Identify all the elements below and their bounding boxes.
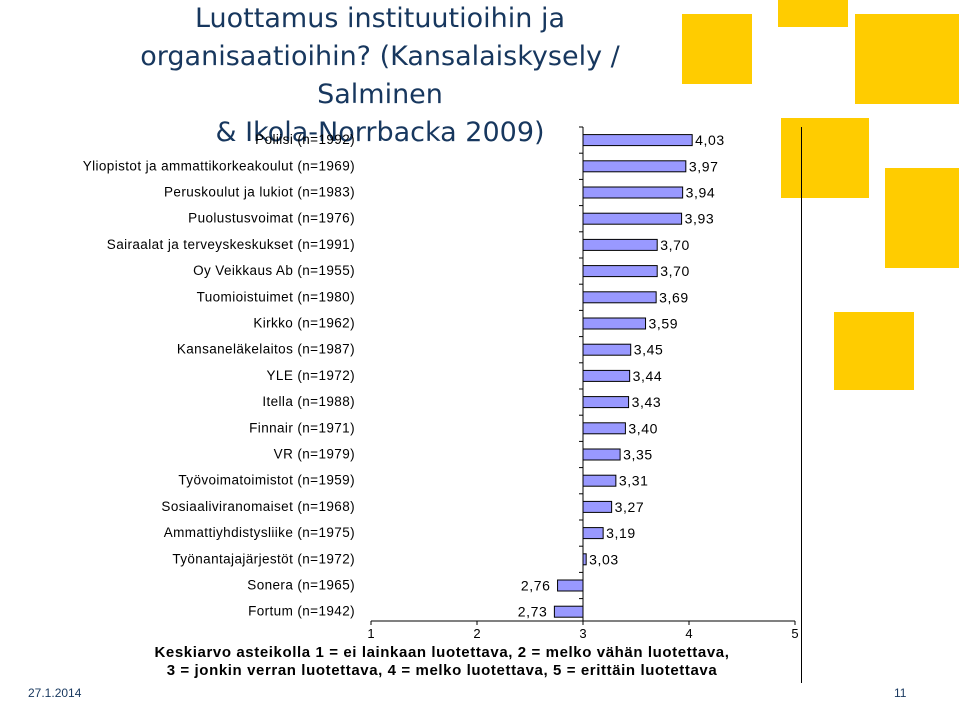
page-number: 11 — [894, 686, 907, 700]
category-label: VR (n=1979) — [274, 447, 355, 462]
bar — [582, 369, 631, 382]
value-label: 3,97 — [689, 158, 719, 174]
category-label: Työnantajajärjestöt (n=1972) — [172, 551, 355, 566]
bar — [582, 500, 613, 513]
bar — [582, 422, 626, 435]
bar — [582, 134, 693, 147]
scale-note-line-2: 3 = jonkin verran luotettava, 4 = melko … — [166, 662, 718, 679]
footer-date: 27.1.2014 — [28, 686, 82, 700]
yellow-square-decoration-6 — [834, 312, 914, 390]
value-label: 2,73 — [518, 604, 548, 620]
bar — [553, 605, 584, 618]
bar — [582, 291, 657, 304]
value-label: 2,76 — [521, 578, 551, 594]
yellow-square-decoration-1 — [682, 14, 752, 84]
yellow-square-decoration-5 — [885, 168, 959, 268]
x-tick-label: 1 — [367, 626, 374, 641]
value-label: 3,27 — [615, 499, 645, 515]
yellow-square-decoration-4 — [781, 118, 869, 198]
value-label: 3,94 — [686, 185, 716, 201]
category-label: Itella (n=1988) — [262, 394, 355, 409]
value-label: 3,03 — [589, 551, 619, 567]
bar — [582, 186, 684, 199]
chart-frame — [0, 127, 802, 683]
bar — [582, 553, 587, 566]
bar — [582, 474, 617, 487]
bar — [582, 448, 621, 461]
scale-note: Keskiarvo asteikolla 1 = ei lainkaan luo… — [84, 644, 800, 680]
scale-note-line-1: Keskiarvo asteikolla 1 = ei lainkaan luo… — [154, 644, 730, 661]
x-tick-label: 3 — [579, 626, 586, 641]
category-label: Kirkko (n=1962) — [253, 316, 355, 331]
category-label: Oy Veikkaus Ab (n=1955) — [193, 263, 355, 278]
value-label: 3,70 — [660, 263, 690, 279]
value-label: 3,45 — [634, 342, 664, 358]
bar — [582, 343, 632, 356]
category-label: Fortum (n=1942) — [248, 604, 355, 619]
title-line-3: & Ikola-Norrbacka 2009) — [215, 117, 545, 148]
category-label: Kansaneläkelaitos (n=1987) — [177, 342, 355, 357]
category-label: Sonera (n=1965) — [247, 578, 355, 593]
value-label: 3,44 — [633, 368, 663, 384]
bar — [582, 317, 647, 330]
category-label: Sairaalat ja terveyskeskukset (n=1991) — [107, 237, 355, 252]
title-line-2: organisaatioihin? (Kansalaiskysely / Sal… — [140, 41, 620, 110]
category-label: Ammattiyhdistysliike (n=1975) — [164, 525, 355, 540]
bar — [582, 238, 658, 251]
category-label: Yliopistot ja ammattikorkeakoulut (n=196… — [83, 158, 355, 173]
category-label: Peruskoulut ja lukiot (n=1983) — [164, 185, 355, 200]
category-label: Puolustusvoimat (n=1976) — [188, 211, 355, 226]
value-label: 3,43 — [632, 394, 662, 410]
value-label: 4,03 — [695, 132, 725, 148]
category-label: Finnair (n=1971) — [249, 420, 355, 435]
bar — [582, 212, 683, 225]
value-label: 3,40 — [628, 420, 658, 436]
bar — [557, 579, 584, 592]
value-label: 3,59 — [649, 316, 679, 332]
value-label: 3,69 — [659, 289, 689, 305]
bar — [582, 396, 630, 409]
category-label: Työvoimatoimistot (n=1959) — [178, 473, 355, 488]
x-tick-label: 2 — [473, 626, 480, 641]
value-label: 3,93 — [685, 211, 715, 227]
bar — [582, 527, 604, 540]
yellow-square-decoration-2 — [778, 0, 848, 27]
value-label: 3,35 — [623, 447, 653, 463]
bar — [582, 265, 658, 278]
value-label: 3,70 — [660, 237, 690, 253]
category-label: YLE (n=1972) — [267, 368, 355, 383]
value-label: 3,31 — [619, 473, 649, 489]
x-tick-label: 5 — [791, 626, 798, 641]
x-tick-label: 4 — [685, 626, 692, 641]
category-label: Sosiaaliviranomaiset (n=1968) — [161, 499, 355, 514]
category-label: Poliisi (n=1992) — [255, 132, 355, 147]
bar — [582, 160, 687, 173]
slide-title: Luottamus instituutioihin ja organisaati… — [100, 0, 660, 152]
value-label: 3,19 — [606, 525, 636, 541]
category-label: Tuomioistuimet (n=1980) — [197, 289, 355, 304]
title-line-1: Luottamus instituutioihin ja — [194, 3, 566, 34]
yellow-square-decoration-3 — [855, 14, 959, 104]
